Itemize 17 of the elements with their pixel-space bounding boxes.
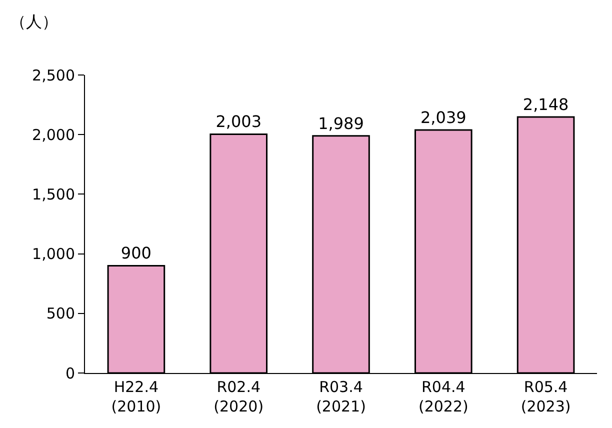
x-tick-label: R02.4 (2020) (214, 378, 264, 416)
y-tick-label: 500 (46, 304, 75, 323)
data-label: 1,989 (318, 114, 364, 133)
data-label: 900 (120, 244, 152, 263)
data-label: 2,039 (420, 108, 466, 127)
y-tick-label: 0 (65, 364, 75, 382)
data-label: 2,148 (522, 94, 569, 114)
y-axis-title: （人） (10, 12, 58, 31)
x-tick-label: H22.4 (2010) (111, 378, 162, 416)
y-tick-label: 2,500 (32, 66, 75, 84)
y-tick-label: 1,000 (32, 245, 75, 264)
data-label: 2,003 (216, 112, 262, 132)
y-tick-label: 2,000 (32, 126, 75, 144)
x-tick-label: R05.4 (2023) (520, 378, 571, 416)
y-tick-label: 1,500 (32, 185, 75, 204)
x-tick-label: R03.4 (2021) (316, 378, 366, 416)
x-tick-label: R04.4 (2022) (418, 378, 468, 416)
